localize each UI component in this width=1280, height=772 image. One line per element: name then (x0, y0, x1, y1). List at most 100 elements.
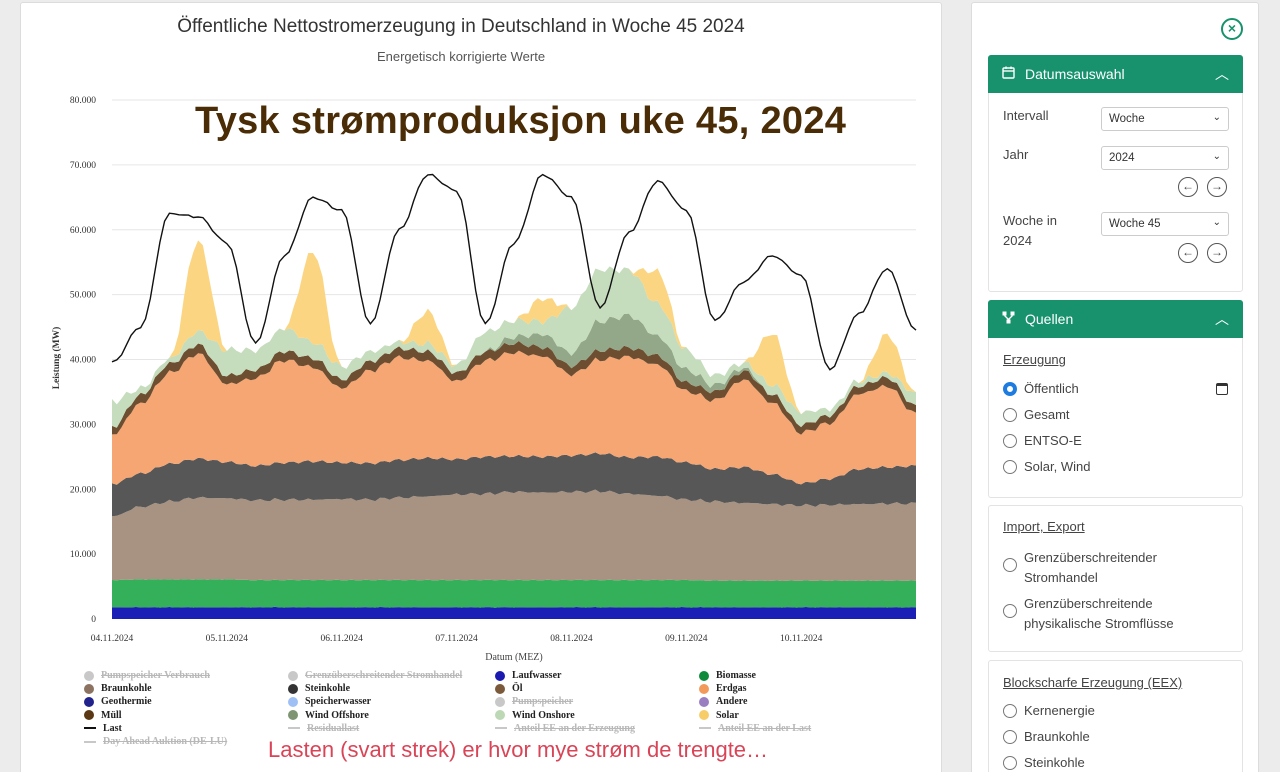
interval-select[interactable]: Woche ⌄ (1101, 107, 1229, 131)
chevron-down-icon: ⌄ (1212, 217, 1221, 228)
radio-button[interactable] (1003, 382, 1017, 396)
legend-item[interactable]: Day Ahead Auktion (DE-LU) (84, 736, 227, 747)
radio-button[interactable] (1003, 730, 1017, 744)
legend-label: Anteil EE an der Last (718, 722, 812, 734)
date-panel-header[interactable]: Datumsauswahl ︿ (988, 55, 1243, 93)
radio-button[interactable] (1003, 704, 1017, 718)
chevron-up-icon[interactable]: ︿ (1215, 66, 1229, 82)
generation-section-title[interactable]: Erzeugung (1003, 352, 1066, 367)
legend-marker (288, 670, 298, 681)
radio-button[interactable] (1003, 460, 1017, 474)
legend-label: Wind Onshore (512, 709, 575, 721)
legend-item[interactable]: Öl (495, 683, 523, 694)
area-braunkohle (112, 489, 916, 581)
radio-button[interactable] (1003, 558, 1017, 572)
y-tick-label: 60.000 (70, 226, 96, 236)
radio-stromhandel[interactable]: Grenzüberschreitender Stromhandel (1003, 548, 1203, 588)
legend-item[interactable]: Müll (84, 710, 122, 721)
interval-label: Intervall (1003, 108, 1049, 123)
next-year-button[interactable]: → (1207, 177, 1227, 197)
sources-panel-header[interactable]: Quellen ︿ (988, 300, 1243, 338)
x-tick-label: 06.11.2024 (321, 634, 364, 644)
legend-item[interactable]: Anteil EE an der Last (699, 723, 811, 734)
year-label: Jahr (1003, 147, 1029, 162)
legend-item[interactable]: Wind Offshore (288, 710, 369, 721)
legend-item[interactable]: Pumpspeicher (495, 696, 573, 707)
prev-week-button[interactable]: ← (1178, 243, 1198, 263)
legend-item[interactable]: Last (84, 723, 122, 734)
year-value: 2024 (1109, 152, 1135, 164)
sitemap-icon (1002, 311, 1015, 324)
radio-solar-wind[interactable]: Solar, Wind (1003, 459, 1090, 474)
legend-item[interactable]: Andere (699, 696, 747, 707)
legend-label: Last (103, 722, 122, 734)
radio-braunkohle[interactable]: Braunkohle (1003, 729, 1090, 744)
area-steinkohle (112, 452, 916, 517)
chevron-up-icon[interactable]: ︿ (1215, 311, 1229, 327)
y-tick-label: 20.000 (70, 485, 96, 495)
legend-label: Biomasse (716, 670, 756, 681)
y-tick-label: 70.000 (70, 161, 96, 171)
legend-item[interactable]: Steinkohle (288, 683, 350, 694)
year-select[interactable]: 2024 ⌄ (1101, 146, 1229, 170)
radio-gesamt[interactable]: Gesamt (1003, 407, 1070, 422)
import-section-title[interactable]: Import, Export (1003, 519, 1085, 534)
legend-item[interactable]: Wind Onshore (495, 710, 575, 721)
radio-button[interactable] (1003, 408, 1017, 422)
block-section-title[interactable]: Blockscharfe Erzeugung (EEX) (1003, 675, 1183, 690)
radio-label: Grenzüberschreitende physikalische Strom… (1024, 596, 1174, 631)
radio-steinkohle[interactable]: Steinkohle (1003, 755, 1085, 770)
radio-oeffentlich[interactable]: Öffentlich (1003, 381, 1079, 396)
legend-marker (288, 696, 298, 707)
week-value: Woche 45 (1109, 218, 1161, 230)
legend-item[interactable]: Solar (699, 710, 739, 721)
date-panel (988, 55, 1243, 292)
y-tick-label: 30.000 (70, 420, 96, 430)
legend-label: Geothermie (101, 696, 152, 708)
legend-item[interactable]: Geothermie (84, 696, 152, 707)
chart-subtitle: Energetisch korrigierte Werte (376, 49, 546, 64)
radio-label: Braunkohle (1024, 729, 1090, 744)
y-axis-label: Leistung (MW) (51, 327, 62, 390)
calendar-icon[interactable] (1216, 383, 1228, 395)
week-label: Woche in 2024 (1003, 213, 1057, 248)
legend-item[interactable]: Biomasse (699, 670, 756, 681)
radio-label: Steinkohle (1024, 755, 1085, 770)
radio-entsoe[interactable]: ENTSO-E (1003, 433, 1082, 448)
legend-label: Speicherwasser (305, 696, 372, 708)
radio-stromfluesse[interactable]: Grenzüberschreitende physikalische Strom… (1003, 594, 1203, 634)
week-select[interactable]: Woche 45 ⌄ (1101, 212, 1229, 236)
y-tick-label: 0 (91, 615, 96, 625)
legend-item[interactable]: Residuallast (288, 723, 359, 734)
legend-marker (699, 670, 709, 681)
radio-label: Grenzüberschreitender Stromhandel (1024, 550, 1157, 585)
legend-item[interactable]: Braunkohle (84, 683, 152, 694)
y-tick-label: 80.000 (70, 96, 96, 106)
legend-item[interactable]: Grenzüberschreitender Stromhandel (288, 670, 462, 681)
sources-panel-title: Quellen (1025, 311, 1074, 327)
close-icon[interactable]: × (1221, 18, 1243, 40)
legend-item[interactable]: Speicherwasser (288, 696, 371, 707)
legend-item[interactable]: Erdgas (699, 683, 747, 694)
radio-button[interactable] (1003, 756, 1017, 770)
chevron-down-icon: ⌄ (1212, 112, 1221, 123)
legend-marker (288, 683, 298, 694)
legend-label: Müll (101, 709, 122, 721)
radio-button[interactable] (1003, 434, 1017, 448)
radio-button[interactable] (1003, 604, 1017, 618)
next-week-button[interactable]: → (1207, 243, 1227, 263)
legend-marker (288, 727, 300, 730)
legend-label: Anteil EE an der Erzeugung (514, 722, 635, 734)
prev-year-button[interactable]: ← (1178, 177, 1198, 197)
legend-marker (84, 683, 94, 694)
radio-kernenergie[interactable]: Kernenergie (1003, 703, 1095, 718)
legend-marker (495, 727, 507, 730)
legend-item[interactable]: Anteil EE an der Erzeugung (495, 723, 635, 734)
radio-label: Solar, Wind (1024, 459, 1091, 474)
y-tick-label: 50.000 (70, 291, 96, 301)
x-tick-label: 04.11.2024 (91, 634, 134, 644)
legend-label: Laufwasser (512, 670, 562, 681)
legend-item[interactable]: Pumpspeicher Verbrauch (84, 670, 210, 681)
legend-item[interactable]: Laufwasser (495, 670, 561, 681)
